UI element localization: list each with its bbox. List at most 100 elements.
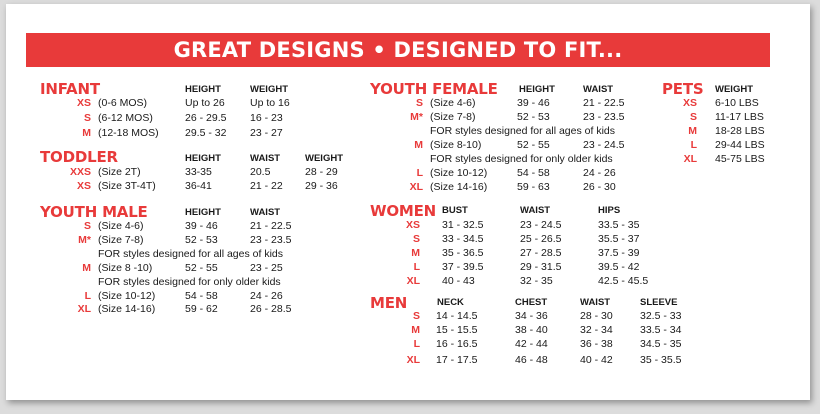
infant-measurement: 16 - 23	[250, 112, 283, 124]
youth-male-measurement: 23 - 25	[250, 262, 283, 274]
youth-female-column-header: WAIST	[583, 84, 614, 95]
women-measurement: 42.5 - 45.5	[598, 275, 649, 287]
pets-heading: PETS	[662, 80, 704, 98]
youth-male-measurement: 26 - 28.5	[250, 303, 292, 315]
youth-female-measurement: 23 - 24.5	[583, 139, 625, 151]
men-measurement: 42 - 44	[515, 338, 548, 350]
youth-female-measurement: 52 - 55	[517, 139, 550, 151]
pets-size-code: XS	[682, 97, 697, 109]
infant-size-code: M	[82, 127, 91, 139]
youth-female-measurement: 59 - 63	[517, 181, 550, 193]
youth-female-note: FOR styles designed for all ages of kids	[430, 125, 616, 137]
youth-male-measurement: 21 - 22.5	[250, 220, 292, 232]
women-measurement: 33 - 34.5	[442, 233, 484, 245]
youth-female-measurement: 21 - 22.5	[583, 97, 625, 109]
men-size-code: XL	[406, 354, 420, 366]
men-measurement: 34 - 36	[515, 310, 548, 322]
youth-male-measurement: 59 - 62	[185, 303, 218, 315]
youth-female-column-header: HEIGHT	[519, 84, 555, 95]
pets-measurement: 6-10 LBS	[715, 97, 759, 109]
toddler-column-header: WEIGHT	[305, 153, 343, 164]
women-measurement: 23 - 24.5	[520, 219, 562, 231]
toddler-heading: TODDLER	[40, 148, 118, 166]
pets-measurement: 45-75 LBS	[715, 153, 765, 165]
youth-female-size-code: L	[416, 167, 423, 179]
infant-measurement: Up to 16	[250, 97, 290, 109]
infant-column-header: HEIGHT	[185, 84, 221, 95]
youth-female-size-label: (Size 4-6)	[430, 97, 476, 109]
men-measurement: 32.5 - 33	[640, 310, 682, 322]
women-measurement: 27 - 28.5	[520, 247, 562, 259]
youth-female-measurement: 26 - 30	[583, 181, 616, 193]
youth-female-measurement: 54 - 58	[517, 167, 550, 179]
women-measurement: 35 - 36.5	[442, 247, 484, 259]
youth-male-size-code: M	[82, 262, 91, 274]
youth-male-measurement: 23 - 23.5	[250, 234, 292, 246]
infant-size-label: (12-18 MOS)	[98, 127, 159, 139]
women-column-header: HIPS	[598, 205, 621, 216]
youth-male-column-header: WAIST	[250, 207, 281, 218]
youth-male-size-code: XL	[77, 303, 91, 315]
youth-male-size-code: L	[84, 290, 91, 302]
infant-heading: INFANT	[40, 80, 100, 98]
youth-female-size-code: XL	[409, 181, 423, 193]
infant-measurement: 26 - 29.5	[185, 112, 227, 124]
men-measurement: 28 - 30	[580, 310, 613, 322]
women-measurement: 37 - 39.5	[442, 261, 484, 273]
toddler-measurement: 21 - 22	[250, 180, 283, 192]
youth-male-column-header: HEIGHT	[185, 207, 221, 218]
women-measurement: 33.5 - 35	[598, 219, 640, 231]
men-measurement: 46 - 48	[515, 354, 548, 366]
women-size-code: L	[413, 261, 420, 273]
women-heading: WOMEN	[370, 202, 437, 220]
women-size-code: S	[412, 233, 420, 245]
youth-female-size-label: (Size 8-10)	[430, 139, 482, 151]
youth-male-measurement: 52 - 53	[185, 234, 218, 246]
youth-female-measurement: 24 - 26	[583, 167, 616, 179]
youth-female-note: FOR styles designed for only older kids	[430, 153, 613, 165]
youth-female-size-label: (Size 10-12)	[430, 167, 488, 179]
women-measurement: 35.5 - 37	[598, 233, 640, 245]
men-measurement: 34.5 - 35	[640, 338, 682, 350]
men-size-code: S	[412, 310, 420, 322]
youth-female-size-code: S	[415, 97, 423, 109]
men-measurement: 40 - 42	[580, 354, 613, 366]
toddler-column-header: WAIST	[250, 153, 281, 164]
men-measurement: 16 - 16.5	[436, 338, 478, 350]
men-size-code: M	[411, 324, 420, 336]
youth-male-note: FOR styles designed for all ages of kids	[98, 248, 284, 260]
infant-size-label: (0-6 MOS)	[98, 97, 148, 109]
women-measurement: 29 - 31.5	[520, 261, 562, 273]
infant-size-code: XS	[76, 97, 91, 109]
youth-female-size-label: (Size 7-8)	[430, 111, 476, 123]
pets-size-code: XL	[683, 153, 697, 165]
toddler-measurement: 33-35	[185, 166, 212, 178]
toddler-size-label: (Size 2T)	[98, 166, 141, 178]
youth-female-measurement: 39 - 46	[517, 97, 550, 109]
youth-male-measurement: 24 - 26	[250, 290, 283, 302]
pets-size-code: L	[690, 139, 697, 151]
pets-measurement: 18-28 LBS	[715, 125, 765, 137]
women-measurement: 40 - 43	[442, 275, 475, 287]
men-column-header: CHEST	[515, 297, 548, 308]
men-measurement: 35 - 35.5	[640, 354, 682, 366]
youth-male-measurement: 54 - 58	[185, 290, 218, 302]
pets-column-header: WEIGHT	[715, 84, 753, 95]
youth-female-measurement: 52 - 53	[517, 111, 550, 123]
title-banner: GREAT DESIGNS • DESIGNED TO FIT...	[26, 33, 770, 67]
men-column-header: SLEEVE	[640, 297, 678, 308]
youth-male-measurement: 52 - 55	[185, 262, 218, 274]
men-column-header: WAIST	[580, 297, 611, 308]
youth-male-heading: YOUTH MALE	[40, 203, 148, 221]
youth-female-size-code: M*	[410, 111, 423, 123]
women-measurement: 32 - 35	[520, 275, 553, 287]
youth-male-size-label: (Size 4-6)	[98, 220, 144, 232]
toddler-size-label: (Size 3T-4T)	[98, 180, 156, 192]
toddler-measurement: 28 - 29	[305, 166, 338, 178]
men-measurement: 17 - 17.5	[436, 354, 478, 366]
women-measurement: 25 - 26.5	[520, 233, 562, 245]
women-size-code: M	[411, 247, 420, 259]
men-measurement: 36 - 38	[580, 338, 613, 350]
youth-female-heading: YOUTH FEMALE	[370, 80, 498, 98]
men-measurement: 14 - 14.5	[436, 310, 478, 322]
